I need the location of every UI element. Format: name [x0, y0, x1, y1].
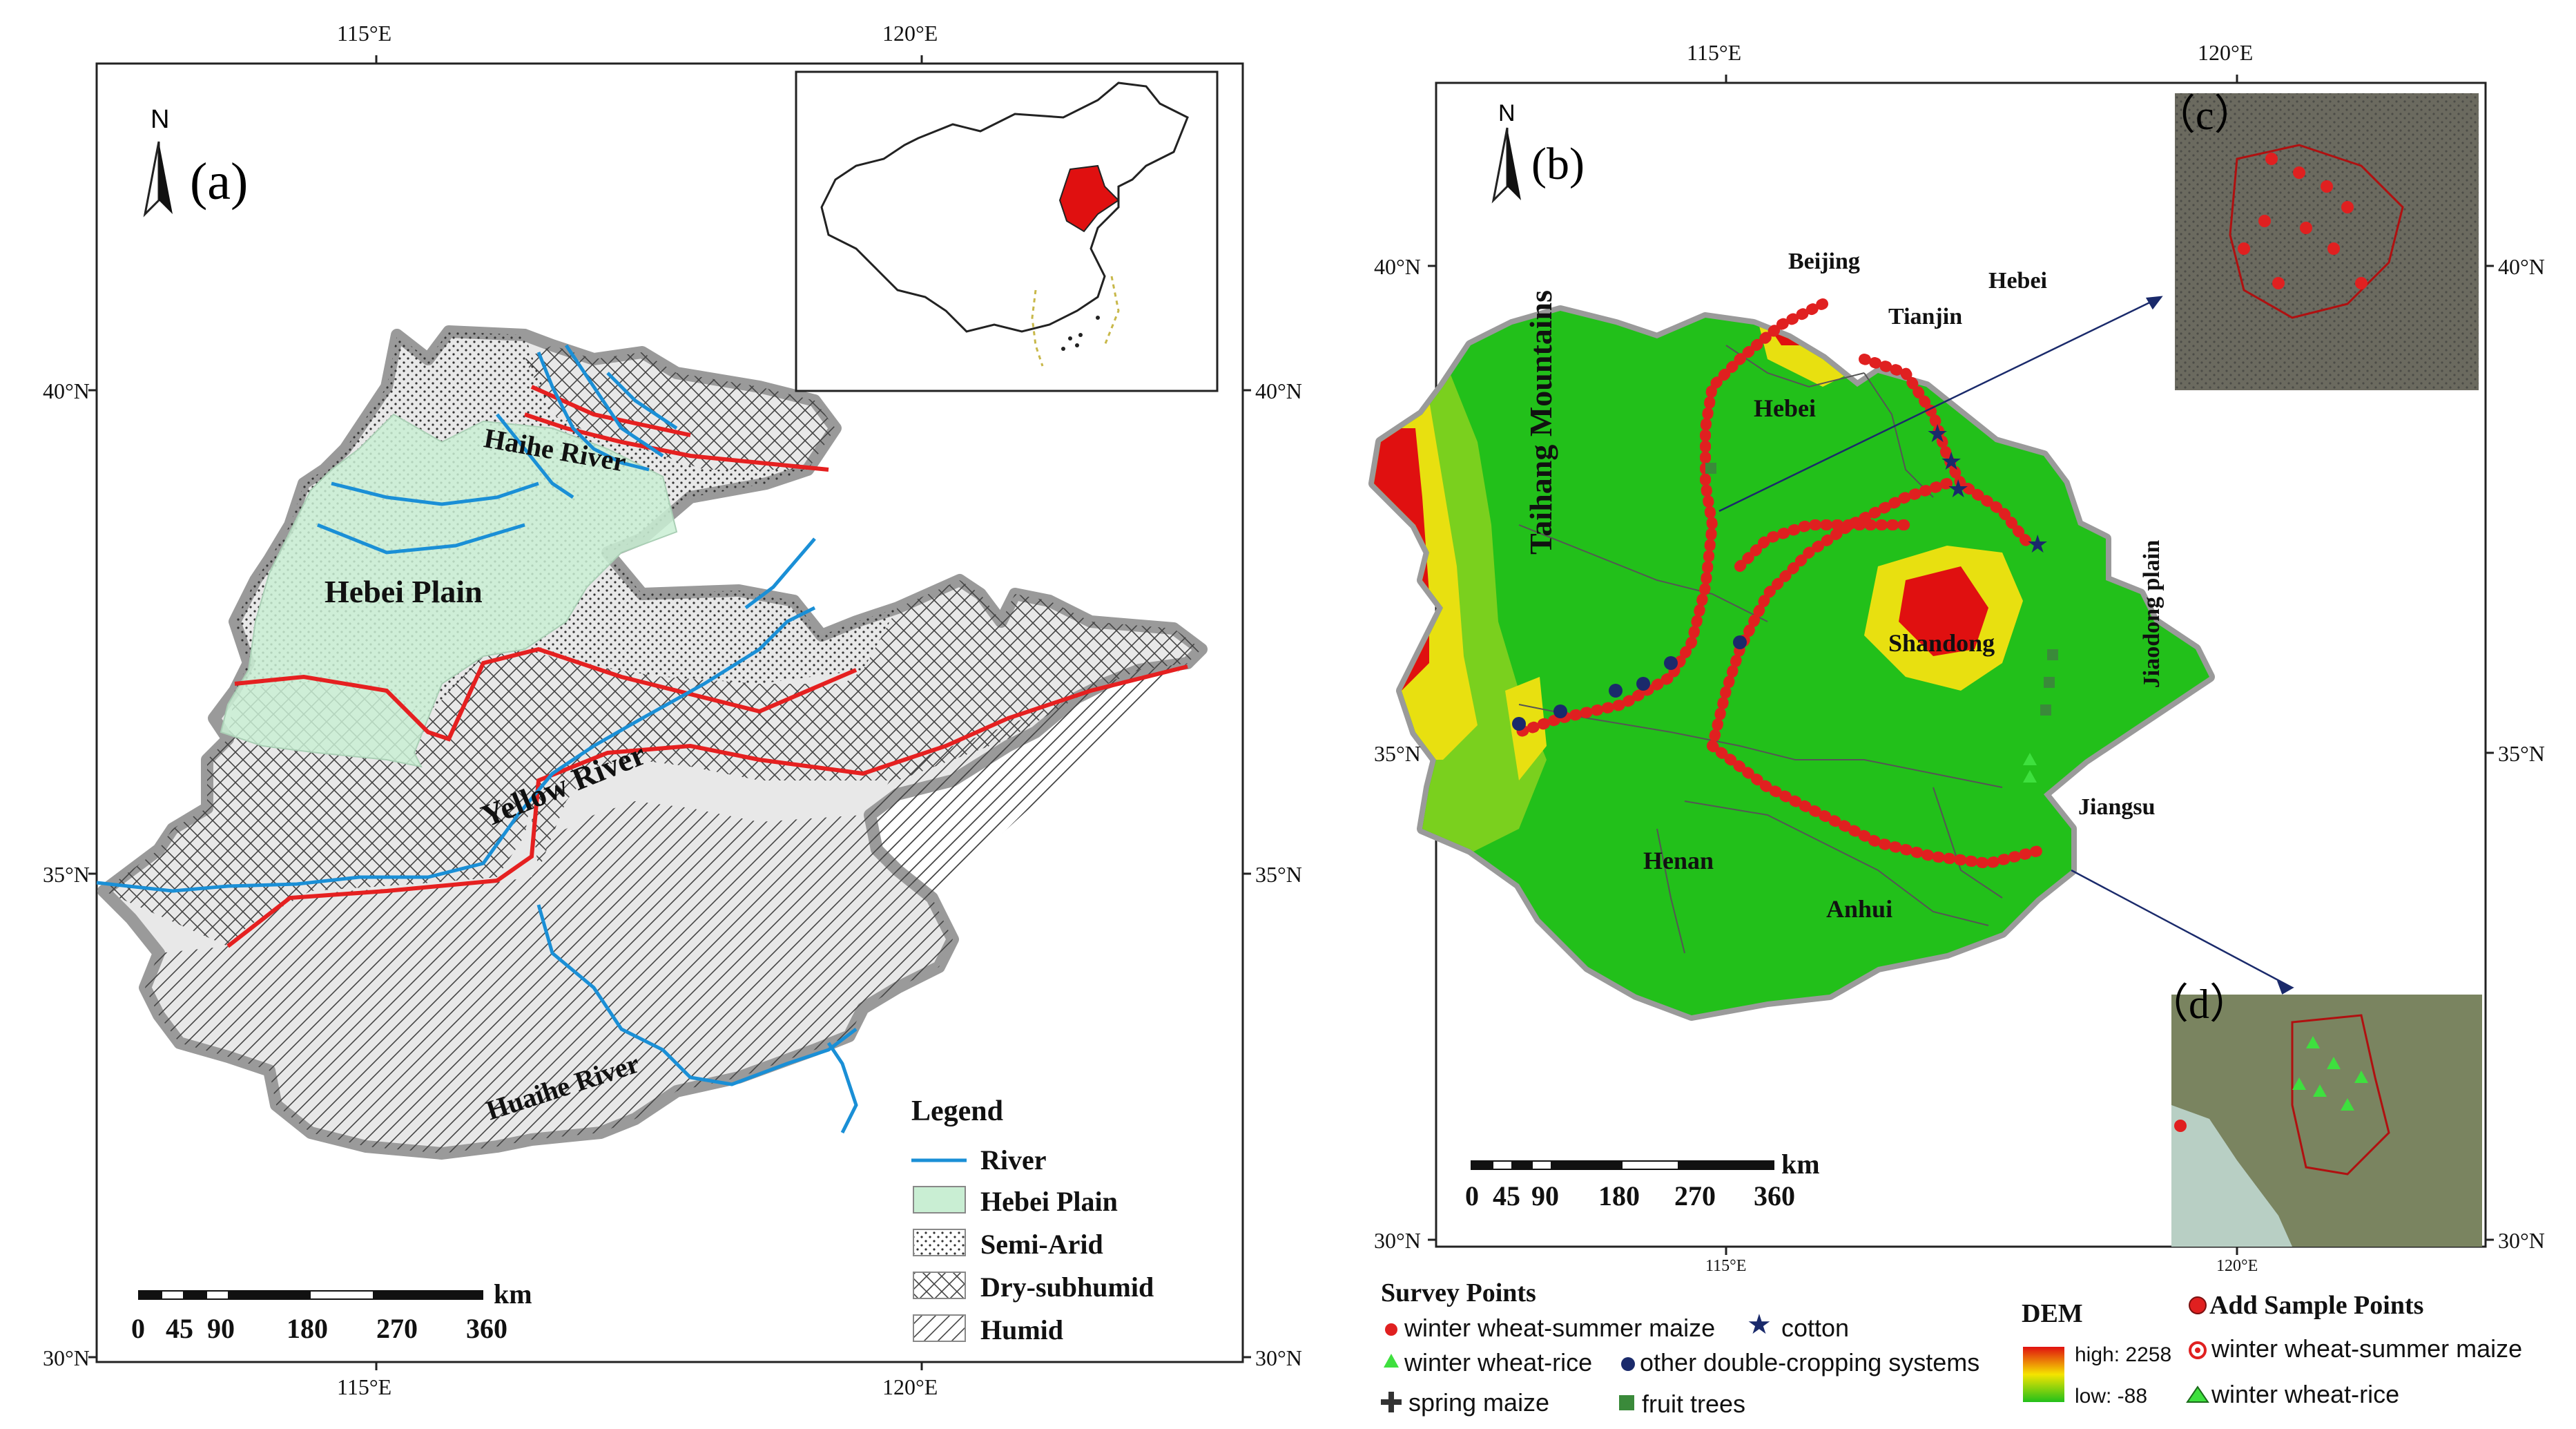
scale-b-180: 180: [1598, 1180, 1640, 1211]
svg-text:★: ★: [1947, 475, 1969, 503]
hebei-plain-label: Hebei Plain: [325, 574, 483, 609]
inset-c-label: （c）: [2154, 93, 2256, 138]
b-top-tick-115: 115°E: [1687, 40, 1742, 65]
place-hebei-ne: Hebei: [1988, 268, 2047, 294]
a-left-tick-35: 35°N: [43, 862, 90, 887]
b-bottom-tick-115: 115°E: [1705, 1257, 1747, 1275]
legend-add-wheat-maize: winter wheat-summer maize: [2211, 1334, 2523, 1363]
scale-a-360: 360: [466, 1313, 507, 1344]
china-outline: [820, 81, 1189, 333]
place-jiaodong-plain: Jiaodong plain: [2139, 539, 2165, 689]
dem-high: high: 2258: [2075, 1343, 2172, 1366]
inset-d-image: [2171, 995, 2482, 1247]
north-arrow-icon-a: [143, 141, 173, 218]
legend-symbols-a: [911, 1158, 967, 1342]
panel-a-humid-zone: [145, 663, 1188, 1153]
b-bottom-tick-120: 120°E: [2216, 1257, 2258, 1275]
svg-text:★: ★: [2026, 530, 2049, 559]
b-left-tick-35: 35°N: [1374, 741, 1421, 766]
survey-points-fruit-trees: [1705, 463, 2058, 716]
panel-b-ticks: [1428, 75, 2494, 1255]
inset-c-image: [2175, 93, 2479, 390]
a-right-tick-30: 30°N: [1255, 1345, 1302, 1370]
scale-a-unit: km: [494, 1278, 532, 1310]
legend-sp-spring-maize: spring maize: [1408, 1388, 1550, 1417]
legend-symbols-b: [1381, 1296, 2209, 1412]
add-sample-title: Add Sample Points: [2209, 1291, 2424, 1320]
a-bottom-tick-120: 120°E: [882, 1374, 938, 1399]
legend-sp-wheat-rice: winter wheat-rice: [1404, 1348, 1593, 1377]
scale-b-0: 0: [1465, 1180, 1479, 1211]
north-china-plain-highlight: [1058, 164, 1120, 233]
legend-a-dry-subhumid: Dry-subhumid: [980, 1272, 1154, 1303]
scale-a-0: 0: [131, 1313, 145, 1344]
b-left-tick-40: 40°N: [1374, 254, 1421, 279]
panel-a-hebei-plain-zone: [220, 413, 678, 768]
b-top-tick-120: 120°E: [2198, 40, 2254, 65]
legend-a-river: River: [980, 1144, 1047, 1176]
a-left-tick-30: 30°N: [43, 1345, 90, 1370]
dem-low: low: -88: [2075, 1385, 2148, 1408]
a-right-tick-40: 40°N: [1255, 378, 1302, 403]
scale-b-unit: km: [1781, 1149, 1820, 1180]
scale-a-45: 45: [166, 1313, 193, 1344]
panel-a-climate-boundaries: [226, 385, 1188, 948]
legend-add-wheat-rice: winter wheat-rice: [2211, 1380, 2400, 1408]
legend-a-hebei-plain: Hebei Plain: [980, 1186, 1118, 1217]
b-right-tick-40: 40°N: [2498, 254, 2545, 279]
scale-a-270: 270: [376, 1313, 418, 1344]
south-china-sea-islands: [1031, 276, 1120, 367]
scale-bar-a: [138, 1290, 483, 1300]
panel-b-label: (b): [1531, 139, 1585, 189]
b-left-tick-30: 30°N: [1374, 1228, 1421, 1253]
place-taihang-mountains: Taihang Mountains: [1523, 289, 1559, 555]
a-right-tick-35: 35°N: [1255, 862, 1302, 887]
panel-a-label: (a): [190, 153, 249, 211]
scale-a-90: 90: [207, 1313, 235, 1344]
inset-d-label: （d）: [2147, 981, 2251, 1027]
svg-text:★: ★: [1926, 420, 1948, 448]
legend-a-title: Legend: [911, 1095, 1004, 1127]
b-right-tick-30: 30°N: [2498, 1228, 2545, 1253]
legend-sp-fruit-trees: fruit trees: [1642, 1390, 1746, 1418]
scale-b-45: 45: [1493, 1180, 1520, 1211]
scale-a-180: 180: [287, 1313, 328, 1344]
legend-sp-cotton: cotton: [1781, 1314, 1850, 1342]
a-left-tick-40: 40°N: [43, 378, 90, 403]
survey-points-double-cropping: [1512, 635, 1747, 731]
svg-text:★: ★: [1940, 448, 1962, 476]
north-arrow-icon-b: [1491, 127, 1521, 204]
cotton-star-icon: ★: [1747, 1309, 1772, 1341]
legend-a-humid: Humid: [980, 1314, 1064, 1345]
survey-points-wheat-rice: [2023, 753, 2037, 783]
scale-b-90: 90: [1531, 1180, 1559, 1211]
legend-sp-double-cropping: other double-cropping systems: [1640, 1348, 1980, 1377]
place-beijing: Beijing: [1788, 249, 1860, 274]
place-anhui: Anhui: [1826, 895, 1893, 923]
place-hebei: Hebei: [1754, 394, 1816, 422]
scale-bar-b: [1471, 1160, 1774, 1170]
b-right-tick-35: 35°N: [2498, 741, 2545, 766]
survey-route-wheat-maize: [1513, 298, 2049, 870]
survey-points-cotton: ★★★★: [1926, 420, 2049, 559]
b-north-label: N: [1498, 100, 1515, 126]
legend-sp-wheat-maize: winter wheat-summer maize: [1404, 1314, 1716, 1342]
panel-a-rivers: [96, 344, 858, 1134]
a-top-tick-120: 120°E: [882, 21, 938, 46]
panel-a-ticks: [88, 55, 1251, 1370]
place-shandong: Shandong: [1888, 629, 1995, 657]
place-jiangsu: Jiangsu: [2078, 794, 2156, 820]
dem-title: DEM: [2022, 1299, 2083, 1328]
place-henan: Henan: [1643, 847, 1714, 874]
a-bottom-tick-115: 115°E: [337, 1374, 392, 1399]
a-top-tick-115: 115°E: [337, 21, 392, 46]
survey-points-title: Survey Points: [1381, 1278, 1536, 1307]
place-tianjin: Tianjin: [1888, 304, 1963, 329]
scale-b-360: 360: [1754, 1180, 1795, 1211]
scale-b-270: 270: [1674, 1180, 1716, 1211]
inset-pointer-lines: [1718, 296, 2294, 995]
a-north-label: N: [151, 105, 170, 134]
province-borders: [1518, 345, 2003, 954]
legend-a-semi-arid: Semi-Arid: [980, 1229, 1103, 1260]
